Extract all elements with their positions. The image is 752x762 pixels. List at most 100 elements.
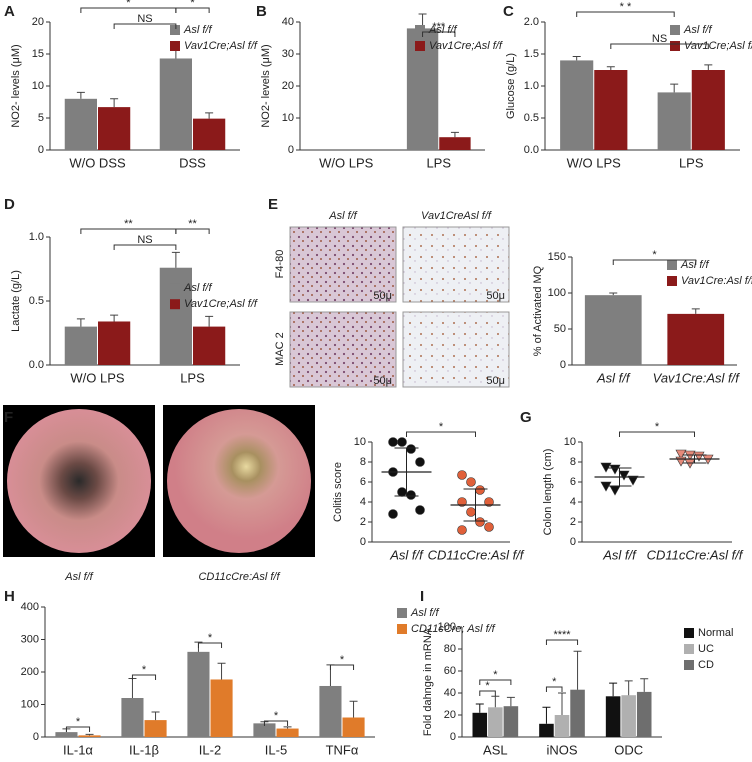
x-tick-label: CD11cCre:Asl f/f [428, 547, 525, 562]
significance-label: * [274, 710, 279, 722]
x-tick-label: Asl f/f [602, 547, 637, 562]
legend-swatch [667, 276, 677, 286]
significance-label: * [208, 632, 213, 644]
error-bar [640, 678, 649, 692]
significance-label: * [485, 680, 490, 692]
legend-label: Vav1Cre;Asl f/f [429, 40, 503, 52]
x-tick-label: TNFα [326, 742, 359, 757]
bar [253, 723, 276, 737]
dot [457, 470, 467, 480]
error-bar [205, 315, 214, 327]
error-bar [609, 292, 618, 296]
legend-label: Vav1Cre;Asl f/f [684, 40, 752, 52]
bar [472, 712, 488, 737]
significance-label: * [142, 664, 147, 676]
bar [55, 732, 78, 737]
y-tick-label: 0 [450, 731, 456, 743]
legend-swatch [684, 628, 694, 638]
dot [406, 444, 416, 454]
y-tick-label: 100 [438, 621, 456, 633]
y-axis-label: NO2- levels (μM) [10, 44, 22, 127]
y-tick-label: 15 [32, 48, 44, 60]
y-axis-label: Colon length (cm) [542, 449, 554, 536]
error-bar [506, 696, 515, 707]
y-tick-label: 10 [354, 436, 366, 448]
significance-label: * [439, 421, 444, 433]
bar [636, 691, 652, 737]
significance-bracket [65, 726, 91, 732]
x-tick-label: Asl f/f [389, 547, 424, 562]
error-bar [85, 733, 94, 736]
significance-bracket [479, 690, 496, 696]
error-bar [609, 682, 618, 697]
dot [618, 470, 630, 481]
legend-label: Asl f/f [683, 24, 712, 36]
significance-label: * [652, 249, 657, 261]
y-tick-label: 10 [32, 80, 44, 92]
legend-label: Asl f/f [183, 282, 212, 294]
significance-bracket [329, 664, 355, 670]
dot [466, 477, 476, 487]
bar [159, 58, 192, 151]
error-bar [572, 56, 581, 61]
dot [457, 525, 467, 535]
significance-bracket [545, 639, 579, 645]
legend-label: CD [698, 659, 714, 671]
dot [484, 522, 494, 532]
dot [457, 497, 467, 507]
y-tick-label: 0.0 [524, 144, 539, 156]
y-tick-label: 4 [360, 496, 366, 508]
significance-label: * [552, 676, 557, 688]
significance-label: * [190, 0, 195, 9]
scale-label: 50μ [373, 290, 392, 302]
bar [691, 70, 725, 150]
significance-bracket [612, 259, 697, 265]
error-bar [624, 680, 633, 696]
bar [488, 707, 503, 737]
error-bar [110, 314, 119, 322]
error-bar [76, 91, 85, 99]
significance-bracket [422, 31, 456, 37]
error-bar [606, 66, 615, 70]
x-tick-label: LPS [180, 370, 205, 385]
sd-bar [682, 454, 707, 464]
bar [187, 651, 210, 737]
x-tick-label: W/O LPS [70, 370, 125, 385]
error-bar [110, 98, 119, 108]
column-label: Asl f/f [328, 210, 357, 222]
x-tick-label: LPS [426, 155, 451, 170]
bar [584, 295, 642, 365]
significance-label: ** [124, 218, 133, 230]
significance-bracket [610, 43, 709, 49]
x-tick-label: W/O LPS [319, 155, 374, 170]
dot [388, 509, 398, 519]
bar [98, 107, 131, 150]
x-tick-label: W/O DSS [69, 155, 126, 170]
dot [415, 457, 425, 467]
sd-bar [607, 467, 632, 487]
legend-swatch [667, 260, 677, 270]
y-tick-label: 80 [444, 643, 456, 655]
y-tick-label: 8 [570, 456, 576, 468]
error-bar [573, 650, 582, 690]
legend-label: Vav1Cre;Asl f/f [184, 40, 258, 52]
x-tick-label: iNOS [546, 742, 577, 757]
legend-swatch [670, 25, 680, 35]
dot [397, 487, 407, 497]
significance-label: *** [432, 21, 446, 33]
y-tick-label: 10 [564, 436, 576, 448]
x-tick-label: ODC [614, 742, 643, 757]
significance-bracket [263, 720, 289, 726]
panel-letter: F [4, 409, 13, 426]
x-tick-label: IL-1α [63, 742, 93, 757]
error-bar [491, 695, 500, 708]
x-tick-label: DSS [179, 155, 206, 170]
significance-bracket [479, 679, 512, 685]
y-axis-label: Lactate (g/L) [10, 270, 22, 332]
bar [657, 92, 691, 150]
y-tick-label: 0 [33, 731, 39, 743]
bar [121, 698, 144, 737]
legend-label: Asl f/f [410, 607, 439, 619]
y-tick-label: 4 [570, 496, 576, 508]
y-tick-label: 0 [288, 144, 294, 156]
